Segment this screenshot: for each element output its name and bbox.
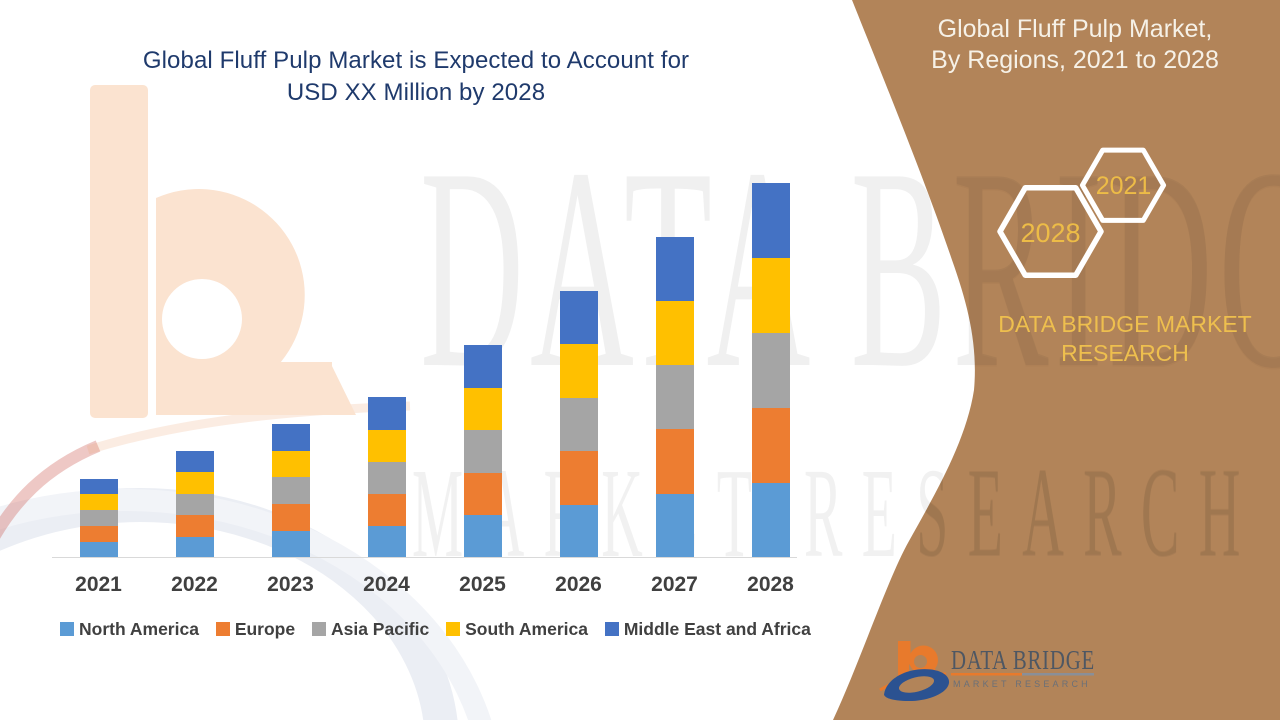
svg-text:DATA BRIDGE: DATA BRIDGE bbox=[951, 647, 1094, 676]
svg-text:MARKET RESEARCH: MARKET RESEARCH bbox=[953, 679, 1091, 689]
svg-text:MARKET RESEARCH: MARKET RESEARCH bbox=[412, 443, 1260, 584]
